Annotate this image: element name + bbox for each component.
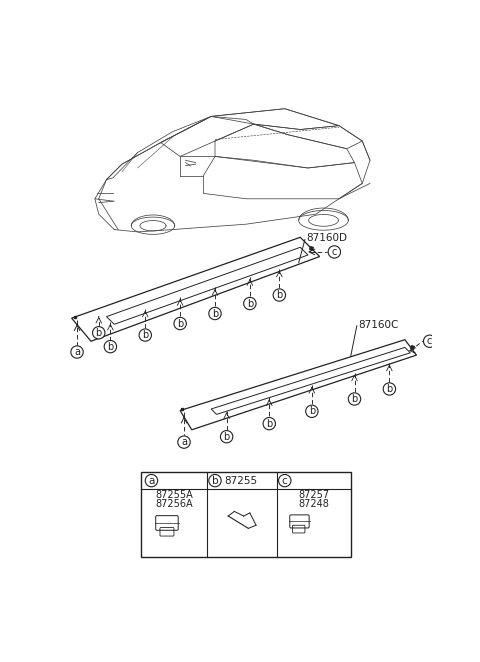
Text: b: b (142, 330, 148, 340)
Text: 87256A: 87256A (156, 500, 193, 510)
Text: 87255A: 87255A (156, 491, 193, 500)
Text: b: b (96, 328, 102, 338)
Text: b: b (276, 290, 282, 300)
Circle shape (93, 326, 105, 339)
Text: b: b (107, 342, 113, 352)
Text: b: b (266, 418, 272, 428)
Text: 87248: 87248 (299, 500, 329, 510)
Circle shape (423, 335, 436, 348)
Text: 87160D: 87160D (306, 234, 348, 244)
Circle shape (278, 475, 291, 487)
Text: a: a (74, 347, 80, 357)
Circle shape (273, 289, 286, 301)
Circle shape (71, 346, 83, 358)
Text: b: b (386, 384, 393, 394)
Text: a: a (181, 437, 187, 447)
Circle shape (348, 393, 360, 405)
Text: c: c (332, 247, 337, 257)
Circle shape (244, 297, 256, 310)
Text: 87160C: 87160C (359, 320, 399, 330)
Text: b: b (177, 318, 183, 328)
Circle shape (383, 383, 396, 395)
Circle shape (145, 475, 157, 487)
Circle shape (263, 418, 276, 430)
Text: 87257: 87257 (298, 491, 329, 500)
Text: a: a (148, 475, 155, 486)
Circle shape (209, 475, 221, 487)
Circle shape (174, 317, 186, 330)
Text: b: b (212, 308, 218, 318)
Text: b: b (351, 394, 358, 404)
Circle shape (328, 246, 340, 258)
Text: b: b (309, 406, 315, 416)
Text: c: c (427, 336, 432, 346)
Circle shape (139, 329, 152, 341)
Text: b: b (212, 475, 218, 486)
Circle shape (104, 340, 117, 353)
Circle shape (178, 436, 190, 448)
Text: b: b (247, 299, 253, 308)
Circle shape (209, 307, 221, 320)
Circle shape (220, 430, 233, 443)
Circle shape (306, 405, 318, 418)
Text: 87255: 87255 (224, 475, 257, 486)
Text: c: c (282, 475, 288, 486)
Text: b: b (224, 432, 230, 442)
Bar (142, 472, 350, 557)
